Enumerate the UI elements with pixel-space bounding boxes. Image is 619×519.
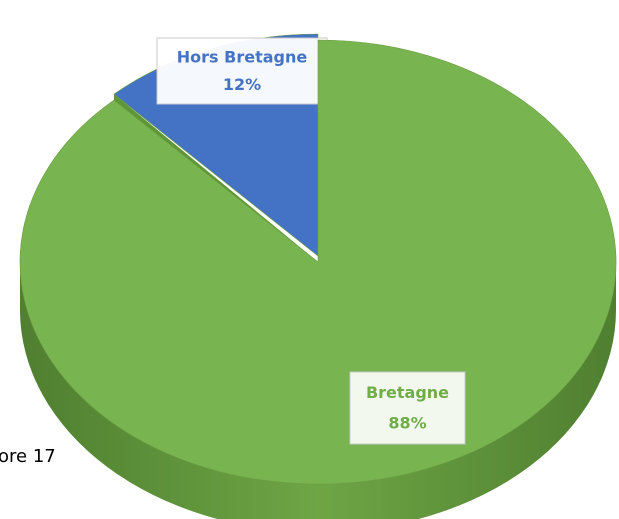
data-label-value: 88% (388, 413, 426, 432)
caption-fragment: ore 17 (0, 446, 56, 467)
data-label-box (349, 371, 466, 445)
pie-slice (19, 39, 617, 485)
data-label-name: Hors Bretagne (177, 47, 308, 66)
pie-side (20, 262, 616, 519)
data-label-name: Bretagne (366, 383, 449, 402)
data-label-box (156, 37, 328, 105)
data-label-value: 12% (223, 75, 261, 94)
slice-inner-face (114, 94, 318, 262)
